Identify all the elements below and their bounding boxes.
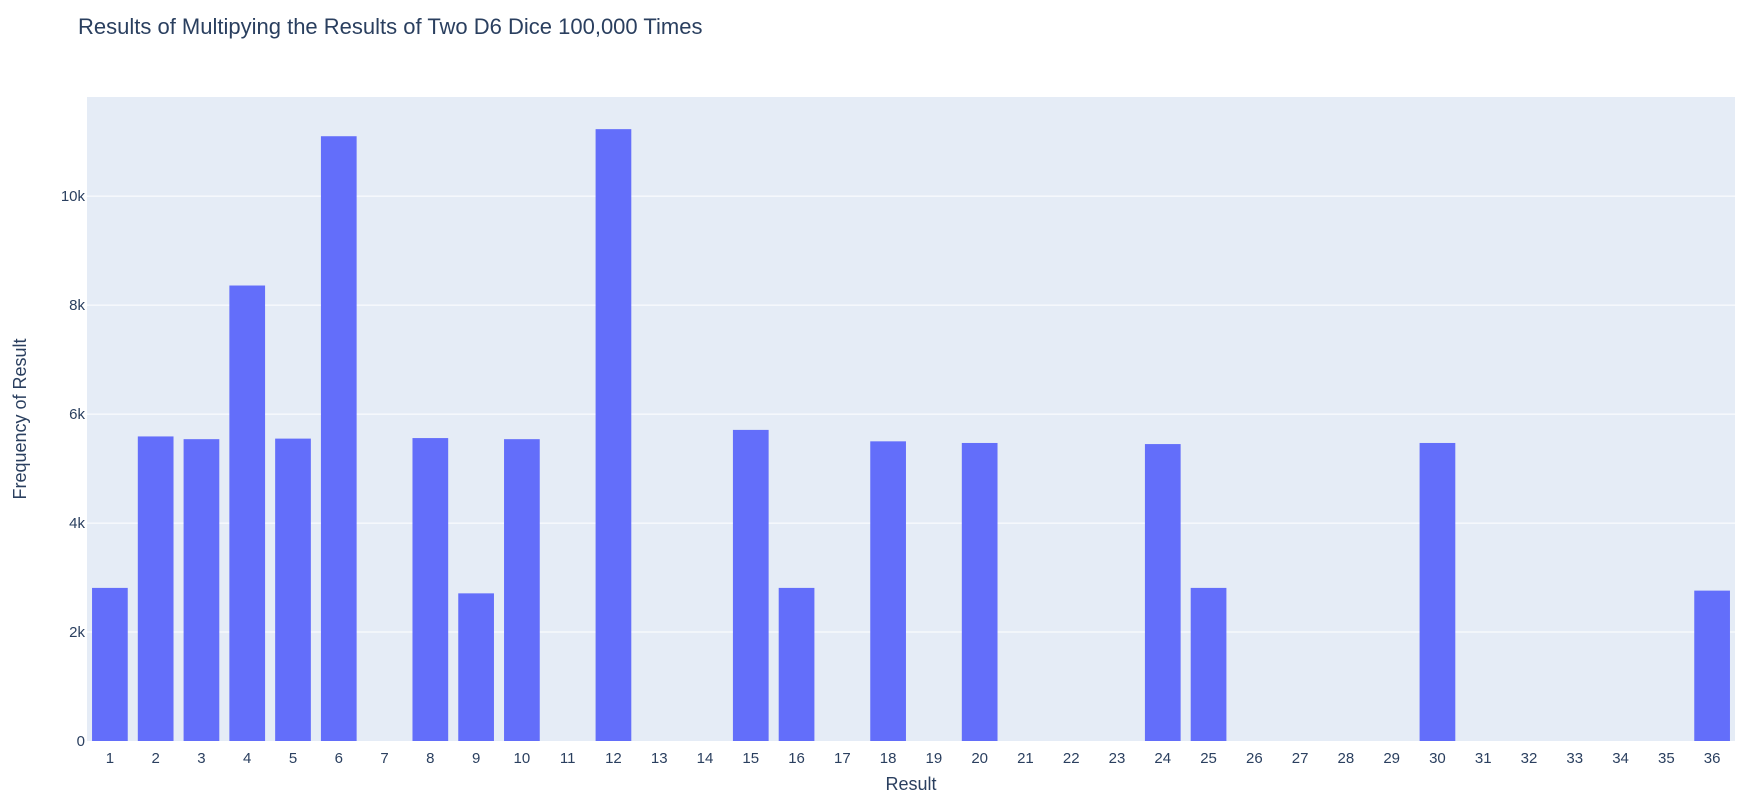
x-tick-label: 7	[380, 750, 388, 767]
x-tick-label: 1	[106, 750, 114, 767]
x-tick-label: 12	[605, 750, 622, 767]
x-tick-label: 11	[560, 750, 576, 767]
gridlines	[87, 195, 1735, 633]
x-tick-label: 5	[289, 750, 297, 767]
x-tick-label: 6	[335, 750, 343, 767]
x-tick-label: 15	[742, 750, 759, 767]
y-tick-label: 2k	[69, 624, 85, 641]
bar-10	[504, 439, 540, 741]
x-tick-label: 16	[788, 750, 805, 767]
bar-30	[1419, 442, 1456, 741]
bar-20	[961, 442, 998, 741]
bar-4	[229, 285, 266, 741]
bar-5	[275, 438, 311, 741]
x-tick-label: 2	[151, 750, 159, 767]
y-axis-ticks: 0 2k 4k 6k 8k 10k	[61, 188, 86, 750]
x-tick-label: 10	[514, 750, 531, 767]
x-tick-label: 17	[834, 750, 851, 767]
x-tick-label: 33	[1566, 750, 1583, 767]
x-tick-label: 14	[697, 750, 714, 767]
x-tick-label: 4	[243, 750, 251, 767]
x-tick-label: 30	[1429, 750, 1446, 767]
x-tick-label: 20	[971, 750, 988, 767]
x-tick-label: 9	[472, 750, 480, 767]
x-tick-label: 13	[651, 750, 668, 767]
bar-12	[595, 129, 632, 742]
bar-3	[183, 439, 220, 741]
x-tick-label: 21	[1017, 750, 1034, 767]
x-axis-ticks: 1 2 3 4 5 6 7 8 9 10 11 12 13 14 15 16 17 18 19 20 21 22 23 24 2…	[106, 750, 1721, 767]
bar-18	[870, 441, 906, 741]
y-tick-label: 8k	[69, 297, 85, 314]
bar-2	[137, 436, 174, 741]
x-tick-label: 3	[197, 750, 205, 767]
x-axis-title: Result	[885, 774, 936, 794]
x-tick-label: 32	[1521, 750, 1538, 767]
y-tick-label: 10k	[61, 188, 86, 205]
x-tick-label: 34	[1612, 750, 1629, 767]
x-tick-label: 29	[1383, 750, 1400, 767]
x-tick-label: 8	[426, 750, 434, 767]
x-tick-label: 27	[1292, 750, 1309, 767]
x-tick-label: 25	[1200, 750, 1217, 767]
y-axis-title: Frequency of Result	[10, 338, 30, 499]
x-tick-label: 19	[926, 750, 943, 767]
bar-1	[92, 587, 128, 741]
bar-9	[458, 593, 494, 741]
bars	[92, 129, 1730, 742]
x-tick-label: 24	[1154, 750, 1171, 767]
x-tick-label: 28	[1338, 750, 1355, 767]
plot-area	[87, 97, 1735, 741]
x-tick-label: 35	[1658, 750, 1675, 767]
bar-25	[1190, 587, 1227, 741]
y-tick-label: 0	[77, 733, 85, 750]
y-tick-label: 4k	[69, 515, 85, 532]
bar-8	[412, 438, 449, 741]
bar-36	[1694, 590, 1730, 741]
x-tick-label: 18	[880, 750, 897, 767]
bar-24	[1144, 444, 1181, 741]
x-tick-label: 31	[1475, 750, 1492, 767]
y-tick-label: 6k	[69, 406, 85, 423]
bar-6	[320, 136, 357, 742]
bar-15	[732, 429, 769, 741]
x-tick-label: 36	[1704, 750, 1721, 767]
x-tick-label: 22	[1063, 750, 1080, 767]
chart-title: Results of Multipying the Results of Two…	[78, 14, 702, 39]
x-tick-label: 23	[1109, 750, 1126, 767]
bar-16	[778, 587, 815, 741]
x-tick-label: 26	[1246, 750, 1263, 767]
